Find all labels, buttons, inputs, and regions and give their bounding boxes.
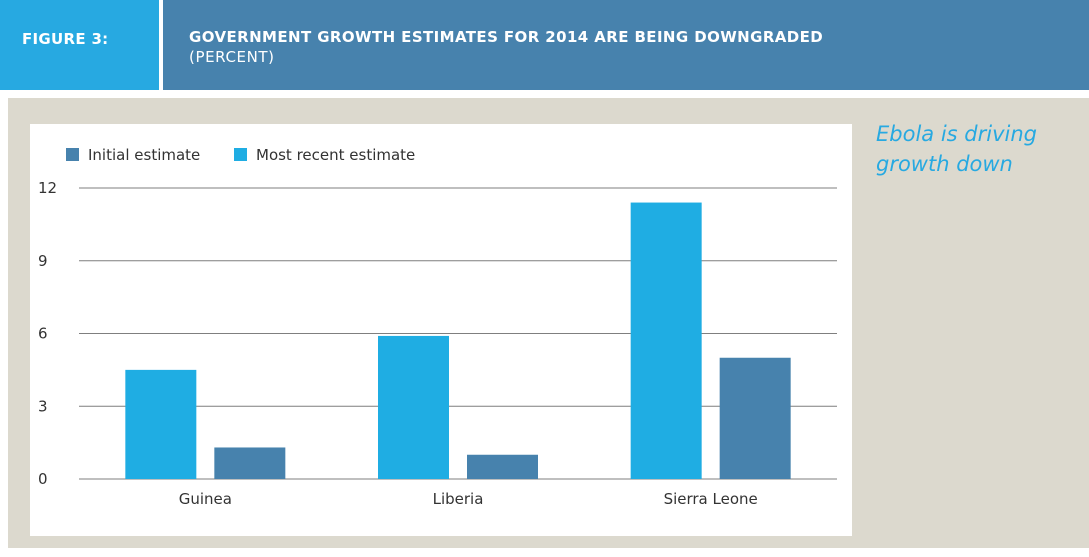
bar-chart: 0 3 6 9 12 Guinea Liberia Sierra Leone Initial…: [38, 146, 837, 508]
y-tick-label: 9: [38, 252, 48, 270]
y-tick-label: 6: [38, 325, 48, 343]
bar-recent: [378, 335, 449, 479]
figure-label: FIGURE 3:: [0, 0, 159, 90]
annotation-note: Ebola is driving growth down: [876, 122, 1037, 176]
bars: [125, 202, 791, 480]
bar-recent: [125, 369, 197, 479]
x-tick-label: Liberia: [433, 490, 484, 508]
legend-swatch: [234, 148, 247, 161]
bar-initial: [467, 454, 538, 479]
bar-initial: [719, 357, 791, 479]
bar-recent: [630, 202, 702, 480]
bar-initial: [214, 447, 286, 479]
y-tick-label: 0: [38, 470, 48, 488]
x-axis-ticks: Guinea Liberia Sierra Leone: [179, 490, 758, 508]
x-tick-label: Guinea: [179, 490, 232, 508]
figure-subtitle: (PERCENT): [189, 48, 275, 66]
grid-lines: [79, 187, 837, 480]
legend-swatch: [66, 148, 79, 161]
figure-title: GOVERNMENT GROWTH ESTIMATES FOR 2014 ARE…: [189, 28, 824, 46]
y-axis-ticks: 0 3 6 9 12: [38, 179, 57, 488]
figure-title-bar: GOVERNMENT GROWTH ESTIMATES FOR 2014 ARE…: [163, 0, 1089, 90]
legend: Initial estimate Most recent estimate: [66, 146, 415, 164]
chart-area: 0 3 6 9 12 Guinea Liberia Sierra Leone Initial…: [30, 124, 852, 536]
y-tick-label: 12: [38, 179, 57, 197]
legend-label: Most recent estimate: [256, 146, 415, 164]
x-tick-label: Sierra Leone: [664, 490, 758, 508]
legend-label: Initial estimate: [88, 146, 200, 164]
y-tick-label: 3: [38, 397, 48, 415]
